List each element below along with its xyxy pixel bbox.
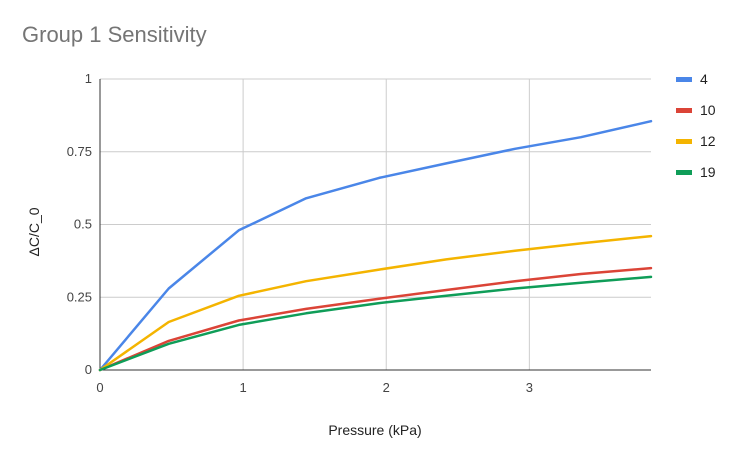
x-tick-label: 2 xyxy=(383,380,390,395)
series-line-10[interactable] xyxy=(98,266,653,372)
x-tick-label: 3 xyxy=(526,380,533,395)
series-line-19[interactable] xyxy=(98,275,653,372)
legend-label: 10 xyxy=(700,102,716,118)
legend-item-12[interactable]: 12 xyxy=(676,133,716,149)
y-tick-label: 0.75 xyxy=(67,144,92,159)
legend-label: 12 xyxy=(700,133,716,149)
series-line-12[interactable] xyxy=(98,234,653,372)
x-tick-label: 1 xyxy=(239,380,246,395)
y-tick-label: 0.25 xyxy=(67,289,92,304)
axes xyxy=(99,79,651,371)
y-tick-label: 0.5 xyxy=(74,217,92,232)
series-line-4[interactable] xyxy=(98,119,653,372)
y-axis-label: ΔC/C_0 xyxy=(26,207,42,256)
legend-swatch xyxy=(676,108,692,113)
legend-swatch xyxy=(676,170,692,175)
legend-label: 4 xyxy=(700,71,708,87)
legend[interactable]: 4 10 12 19 xyxy=(676,71,716,180)
legend-item-4[interactable]: 4 xyxy=(676,71,708,87)
y-tick-label: 1 xyxy=(85,71,92,86)
x-tick-label: 0 xyxy=(96,380,103,395)
x-axis-label: Pressure (kPa) xyxy=(328,422,421,438)
legend-item-10[interactable]: 10 xyxy=(676,102,716,118)
legend-label: 19 xyxy=(700,164,716,180)
grid-lines xyxy=(100,78,651,370)
y-tick-label: 0 xyxy=(85,362,92,377)
legend-item-19[interactable]: 19 xyxy=(676,164,716,180)
legend-swatch xyxy=(676,139,692,144)
legend-swatch xyxy=(676,77,692,82)
chart-title: Group 1 Sensitivity xyxy=(22,22,207,47)
series-lines xyxy=(98,119,653,372)
tick-labels: 0 0.25 0.5 0.75 1 0 1 2 3 xyxy=(67,71,533,395)
